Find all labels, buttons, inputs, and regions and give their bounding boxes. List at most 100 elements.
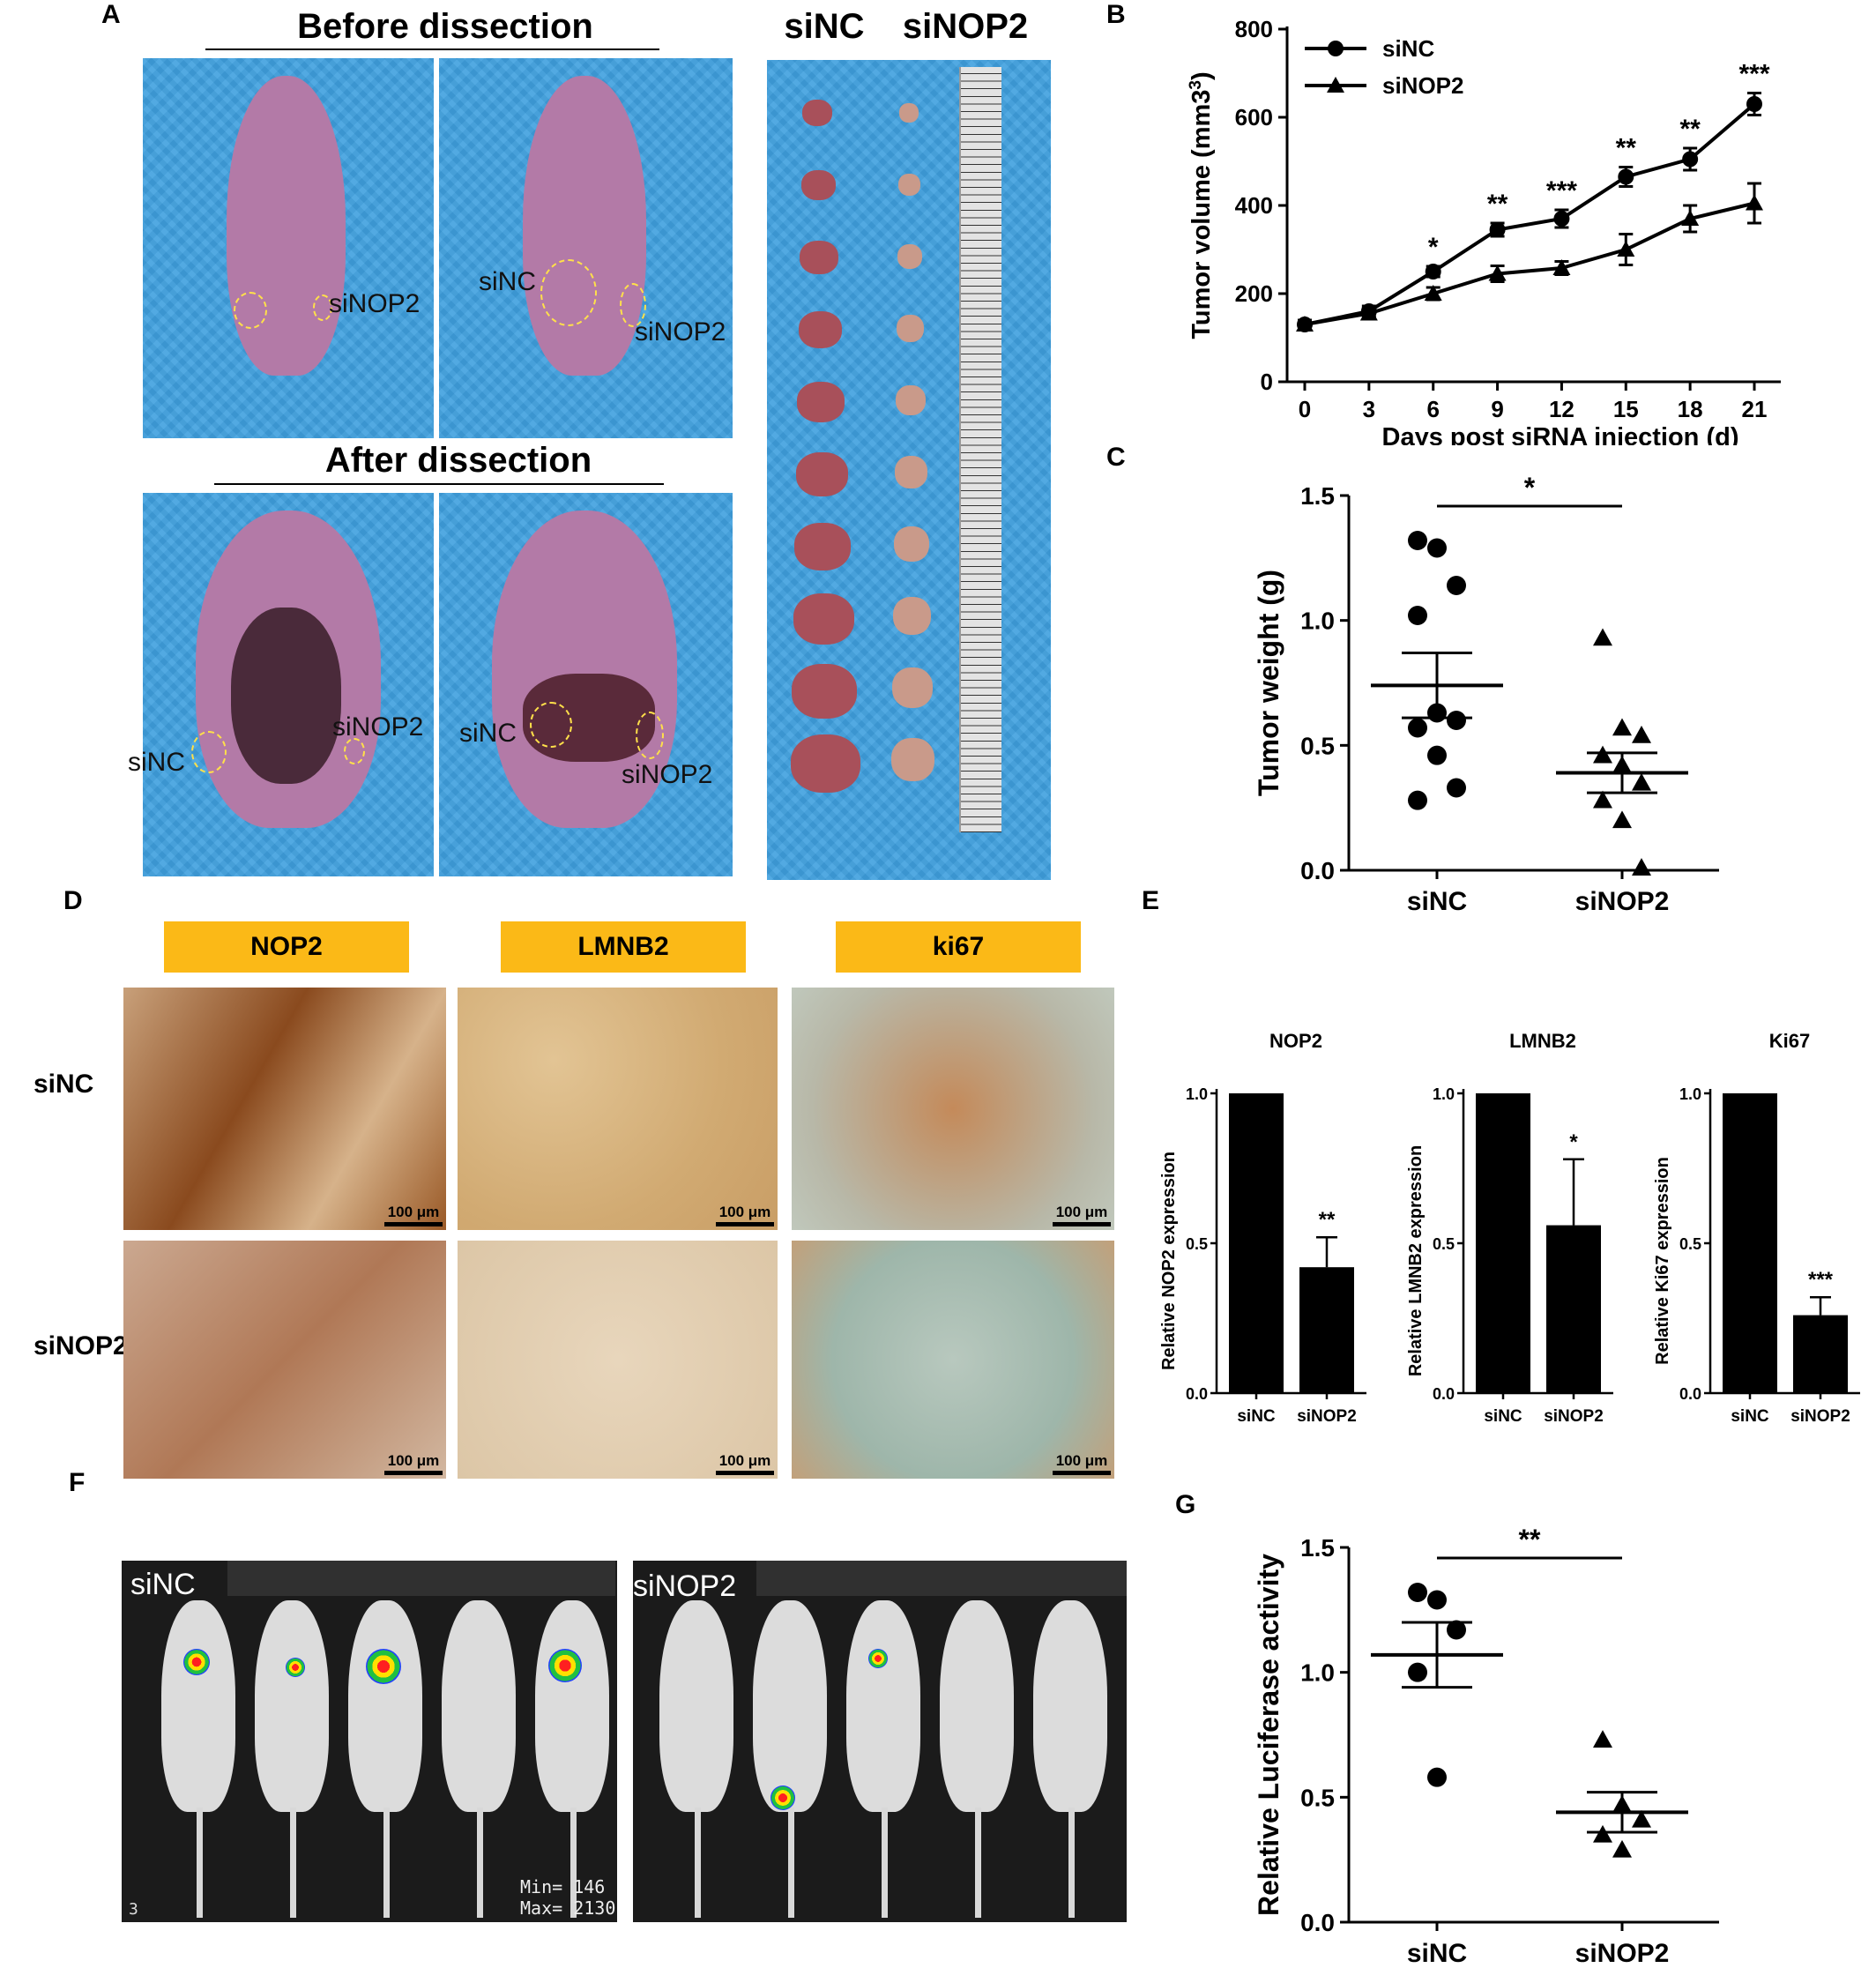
data-point-siNC: [1408, 1583, 1427, 1602]
y-tick-label: 0.0: [1679, 1385, 1701, 1403]
data-point-siNC: [1425, 264, 1441, 280]
mouse-photo-after-1: [143, 493, 434, 876]
tumor-sinop2: [899, 103, 919, 123]
y-tick-label: 0.0: [1300, 857, 1335, 884]
data-point-siNC: [1427, 1590, 1447, 1610]
ihc-image-sinop2-nop2: 100 μm: [123, 1241, 446, 1479]
tumor-sinop2: [898, 174, 920, 196]
bar-siNOP2: [1299, 1267, 1354, 1393]
mouse-tail: [477, 1808, 483, 1918]
data-point-siNOP2: [1593, 1824, 1612, 1843]
significance-mark: **: [1319, 1208, 1336, 1232]
ihc-header-lmnb2: LMNB2: [501, 921, 746, 973]
mouse-tail: [882, 1808, 888, 1918]
legend-marker: [1328, 41, 1344, 56]
mouse-silhouette: [846, 1600, 920, 1812]
data-point-siNC: [1427, 1767, 1447, 1787]
data-point-siNC: [1408, 718, 1427, 738]
data-point-siNC: [1746, 96, 1762, 112]
y-tick-label: 1.0: [1679, 1085, 1701, 1103]
ihc-image-sinop2-ki67: 100 μm: [792, 1241, 1114, 1479]
y-tick-label: 0.0: [1186, 1385, 1208, 1403]
x-tick-label: 3: [1363, 396, 1375, 422]
x-tick-label: siNC: [1484, 1407, 1522, 1426]
label-sinc: siNC: [459, 719, 517, 748]
x-tick-label: 0: [1299, 396, 1311, 422]
luciferase-signal: [868, 1649, 888, 1668]
tumor-outline: [636, 712, 664, 759]
mouse-tail: [383, 1808, 390, 1918]
significance-mark: *: [1569, 1130, 1578, 1154]
scale-bar: 100 μm: [716, 1452, 774, 1475]
data-point-siNOP2: [1681, 210, 1700, 226]
y-tick-label: 1.0: [1300, 1659, 1335, 1687]
data-point-siNC: [1408, 531, 1427, 550]
mouse-body: [492, 511, 677, 828]
mouse-tail: [570, 1808, 577, 1918]
tumor-weight-scatter-chart: 0.0 0.5 1.0 1.5 siNC siNOP2 Tumor weight (g) *: [1253, 472, 1719, 916]
tumor-outline: [344, 738, 365, 764]
panel-e-label: E: [1142, 886, 1160, 915]
data-point-siNC: [1427, 538, 1447, 558]
mouse-silhouette: [1033, 1600, 1107, 1812]
tumor-outline: [530, 702, 572, 748]
panel-d-label: D: [63, 886, 83, 915]
y-tick-label: 1.5: [1300, 1534, 1335, 1562]
after-dissection-rule: [214, 483, 664, 485]
y-tick-label: 600: [1235, 104, 1273, 130]
tumor-sinc: [800, 241, 838, 274]
label-sinop2: siNOP2: [332, 712, 424, 742]
data-point-siNOP2: [1552, 259, 1571, 275]
image-label-sinop2: siNOP2: [633, 1569, 737, 1603]
ihc-image-sinc-ki67: 100 μm: [792, 988, 1114, 1230]
tumor-sinc: [800, 170, 836, 200]
x-tick-label: siNOP2: [1544, 1407, 1604, 1426]
significance-mark: **: [1679, 115, 1701, 144]
ihc-image-sinc-nop2: 100 μm: [123, 988, 446, 1230]
x-axis-title: Days post siRNA injection (d): [1382, 423, 1739, 445]
tumor-sinc: [790, 734, 860, 793]
tumor-sinc: [793, 593, 854, 645]
x-tick-label: siNC: [1407, 887, 1467, 916]
legend-label: siNC: [1382, 35, 1434, 62]
ihc-header-nop2: NOP2: [164, 921, 409, 973]
data-point-siNOP2: [1632, 772, 1651, 791]
data-point-siNC: [1447, 711, 1466, 730]
lmnb2-expression-bar-chart: LMNB2 0.0 0.5 1.0 Relative LMNB2 expression s…: [1406, 1030, 1613, 1426]
label-sinop2: siNOP2: [329, 289, 421, 318]
x-tick-label: siNC: [1237, 1407, 1276, 1426]
tumor-sinop2: [894, 526, 929, 562]
frame-number: 3: [129, 1900, 138, 1919]
tumor-sinop2: [895, 456, 927, 488]
data-point-siNOP2: [1632, 726, 1651, 743]
data-point-siNC: [1447, 576, 1466, 595]
y-tick-label: 200: [1235, 280, 1273, 307]
y-tick-label: 0.5: [1300, 732, 1335, 759]
panel-f-label: F: [69, 1468, 86, 1497]
ihc-header-ki67: ki67: [836, 921, 1081, 973]
tumor-sinop2: [893, 597, 931, 635]
ihc-row-label-sinop2: siNOP2: [34, 1331, 128, 1361]
y-axis-title: Relative NOP2 expression: [1159, 1152, 1179, 1370]
ki67-expression-bar-chart: Ki67 0.0 0.5 1.0 Relative Ki67 expression siN…: [1653, 1030, 1860, 1426]
scale-bar: 100 μm: [1053, 1204, 1111, 1226]
y-tick-label: 0.0: [1300, 1909, 1335, 1936]
y-tick-label: 1.5: [1300, 482, 1335, 510]
tumor-sinop2: [896, 385, 926, 415]
mouse-silhouette: [940, 1600, 1014, 1812]
data-point-siNOP2: [1488, 265, 1507, 281]
mouse-photo-after-2: [439, 493, 733, 876]
data-point-siNOP2: [1612, 1839, 1632, 1858]
legend-label: siNOP2: [1382, 72, 1464, 99]
panel-b-label: B: [1106, 0, 1126, 29]
tumor-sinop2: [891, 738, 934, 781]
scale-bar: 100 μm: [384, 1204, 443, 1226]
mouse-tail: [197, 1808, 203, 1918]
significance-mark: **: [1519, 1524, 1541, 1555]
tumor-sinc: [794, 523, 851, 570]
panel-g-label: G: [1175, 1490, 1196, 1519]
x-tick-label: siNOP2: [1790, 1407, 1850, 1426]
data-point-siNOP2: [1593, 790, 1612, 809]
ihc-image-sinc-lmnb2: 100 μm: [458, 988, 778, 1230]
